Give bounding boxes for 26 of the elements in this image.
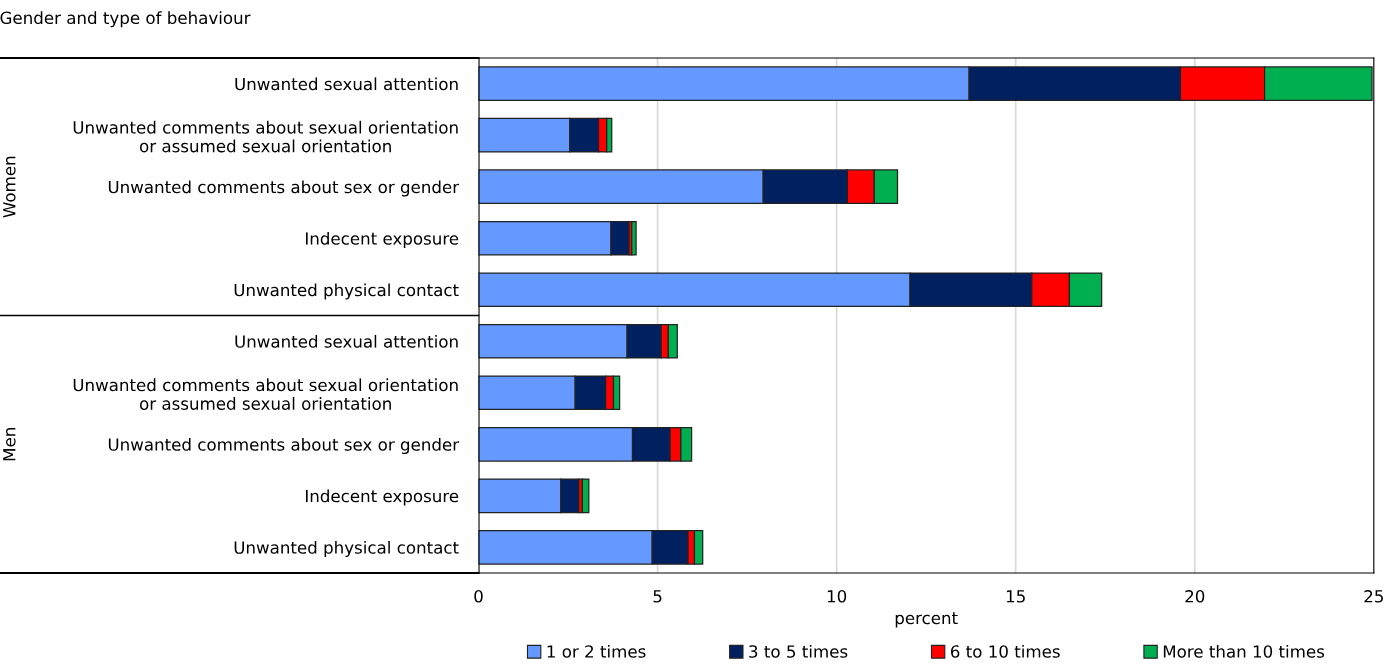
y-tick-label: Unwanted comments about sexual orientation or assumed sexual orientation	[73, 120, 458, 153]
legend-label: 6 to 10 times	[950, 644, 1060, 658]
y-tick-label: Unwanted comments about sex or gender	[108, 180, 460, 197]
y-tick-label: Indecent exposure	[306, 231, 459, 249]
legend-label: 3 to 5 times	[749, 644, 848, 658]
legend-label: 1 or 2 times	[547, 644, 646, 658]
y-tick-label: Unwanted physical contact	[234, 540, 459, 558]
text: Women	[3, 156, 16, 218]
x-axis-title: percent	[895, 612, 958, 628]
y-tick-label: Unwanted comments about sex or gender	[108, 437, 460, 455]
x-tick-label: 10	[827, 589, 847, 603]
x-tick-label: 25	[1364, 589, 1383, 603]
text: Men	[3, 428, 16, 461]
y-tick-label: Unwanted physical contact	[234, 283, 459, 300]
y-tick-label: Unwanted sexual attention	[235, 77, 458, 91]
y-tick-label: Indecent exposure	[306, 489, 459, 506]
bar	[581, 478, 590, 514]
y-tick-label: Unwanted comments about sexual orientation or assumed sexual orientation	[73, 378, 458, 410]
y-tick-label: Unwanted sexual attention	[235, 334, 458, 348]
text: Gender and type of behaviour	[0, 11, 251, 28]
x-tick-label: 5	[653, 590, 662, 603]
x-tick-label: 20	[1185, 589, 1205, 603]
x-tick-label: 0	[474, 589, 483, 603]
x-tick-label: 15	[1006, 590, 1025, 603]
bar	[631, 220, 637, 256]
legend-label: More than 10 times	[1163, 644, 1325, 658]
